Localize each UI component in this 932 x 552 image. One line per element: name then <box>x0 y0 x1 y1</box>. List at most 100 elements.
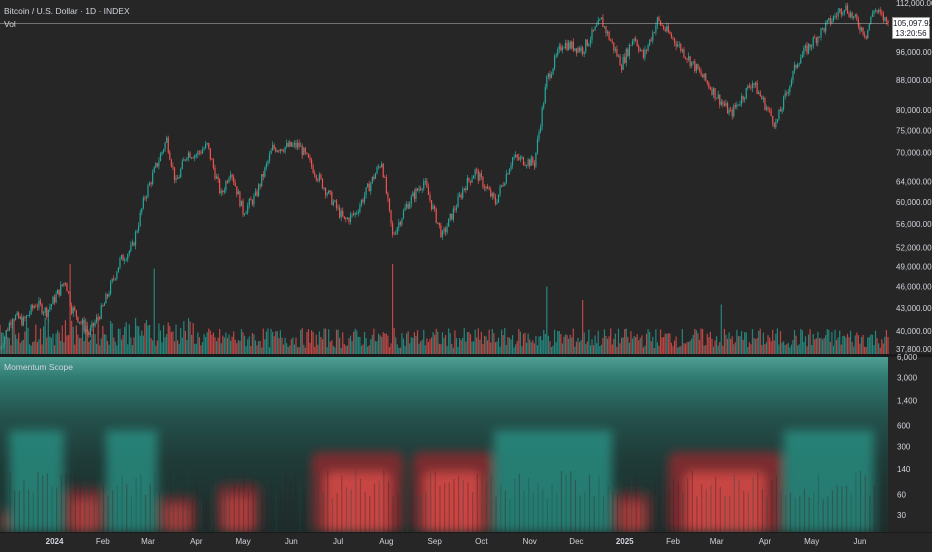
candle-body <box>751 83 754 89</box>
heatmap-streak <box>60 474 62 532</box>
candle-body <box>110 282 112 294</box>
volume-bar <box>878 343 880 354</box>
heatmap-streak <box>551 483 553 532</box>
candle-body <box>614 48 616 51</box>
volume-bar <box>27 327 29 354</box>
volume-bar <box>349 335 352 354</box>
heatmap-streak <box>743 490 745 532</box>
volume-bar <box>469 334 472 354</box>
candle-body <box>106 294 109 297</box>
heatmap-streak <box>88 485 90 532</box>
candle-body <box>716 98 718 100</box>
candle-body <box>535 152 537 167</box>
candle-body <box>306 152 308 154</box>
heatmap-streak <box>598 475 600 532</box>
candle-body <box>499 186 501 195</box>
heatmap-streak <box>701 484 703 532</box>
heatmap-streak <box>158 493 161 532</box>
candle-body <box>254 191 257 196</box>
candle-body <box>591 29 593 40</box>
candle-body <box>859 26 861 31</box>
candle-body <box>432 205 434 210</box>
candle-body <box>183 159 185 162</box>
volume-bar <box>853 346 855 354</box>
volume-bar <box>708 337 710 354</box>
volume-bar <box>645 333 648 354</box>
candle-body <box>448 218 450 227</box>
candle-body <box>175 178 177 181</box>
volume-bar <box>198 337 201 354</box>
price-tick-label: 112,000.00 <box>896 0 932 8</box>
heatmap-streak <box>299 478 301 532</box>
candle-body <box>720 101 722 105</box>
heatmap-streak <box>425 492 427 532</box>
candle-body <box>74 307 76 311</box>
candle-body <box>592 29 595 31</box>
volume-bar <box>159 330 162 354</box>
candle-body <box>184 159 186 161</box>
heatmap-streak <box>14 490 16 532</box>
volume-bar <box>331 340 333 354</box>
heatmap-streak <box>144 494 147 532</box>
candle-body <box>530 157 532 166</box>
candle-body <box>541 107 543 127</box>
candle-body <box>321 178 324 189</box>
volume-bar <box>226 338 229 354</box>
volume-bar <box>169 326 171 354</box>
candle-body <box>296 142 299 148</box>
candle-body <box>874 10 877 12</box>
candle-body <box>43 312 45 314</box>
volume-bar <box>499 346 501 354</box>
candle-body <box>878 10 880 12</box>
heatmap-streak <box>191 499 193 532</box>
volume-bar <box>320 336 322 354</box>
candle-body <box>245 212 247 214</box>
candle-body <box>233 177 235 183</box>
candle-body <box>284 146 286 152</box>
volume-bar <box>81 318 84 354</box>
candle-body <box>236 186 238 195</box>
candle-body <box>16 312 18 316</box>
candle-body <box>410 196 412 204</box>
candle-body <box>169 152 171 160</box>
heatmap-streak <box>56 487 58 532</box>
volume-bar <box>139 335 141 354</box>
volume-bar <box>100 338 102 354</box>
candle-body <box>18 312 20 319</box>
volume-bar <box>371 335 373 354</box>
candle-body <box>714 88 716 99</box>
candle-body <box>730 109 732 111</box>
candle-body <box>516 154 518 158</box>
candle-body <box>334 200 336 202</box>
volume-bar <box>47 319 49 354</box>
heatmap-streak <box>439 485 441 532</box>
oscillator-pane <box>0 357 888 532</box>
volume-bar <box>647 329 649 354</box>
volume-bar <box>580 340 582 354</box>
volume-bar <box>508 337 511 354</box>
volume-bar <box>80 338 82 354</box>
candle-body <box>53 296 56 303</box>
volume-bar <box>720 304 722 354</box>
heatmap-streak <box>275 494 277 532</box>
heatmap-streak <box>411 488 413 532</box>
candle-body <box>223 190 225 193</box>
volume-bar <box>88 341 90 354</box>
candle-body <box>192 157 194 159</box>
heatmap-streak <box>205 497 207 532</box>
volume-bar <box>619 343 621 354</box>
candle-body <box>337 207 339 209</box>
volume-bar <box>309 342 311 354</box>
volume-bar <box>834 329 836 354</box>
volume-bar <box>846 333 849 354</box>
candle-body <box>698 69 701 71</box>
candle-body <box>873 11 875 14</box>
candle-body <box>722 101 724 104</box>
candle-body <box>762 97 764 100</box>
volume-bar <box>876 338 878 354</box>
heatmap-streak <box>355 470 357 532</box>
volume-bar <box>119 328 121 354</box>
volume-bar <box>656 342 659 354</box>
candle-body <box>343 216 345 219</box>
candle-body <box>270 150 272 155</box>
